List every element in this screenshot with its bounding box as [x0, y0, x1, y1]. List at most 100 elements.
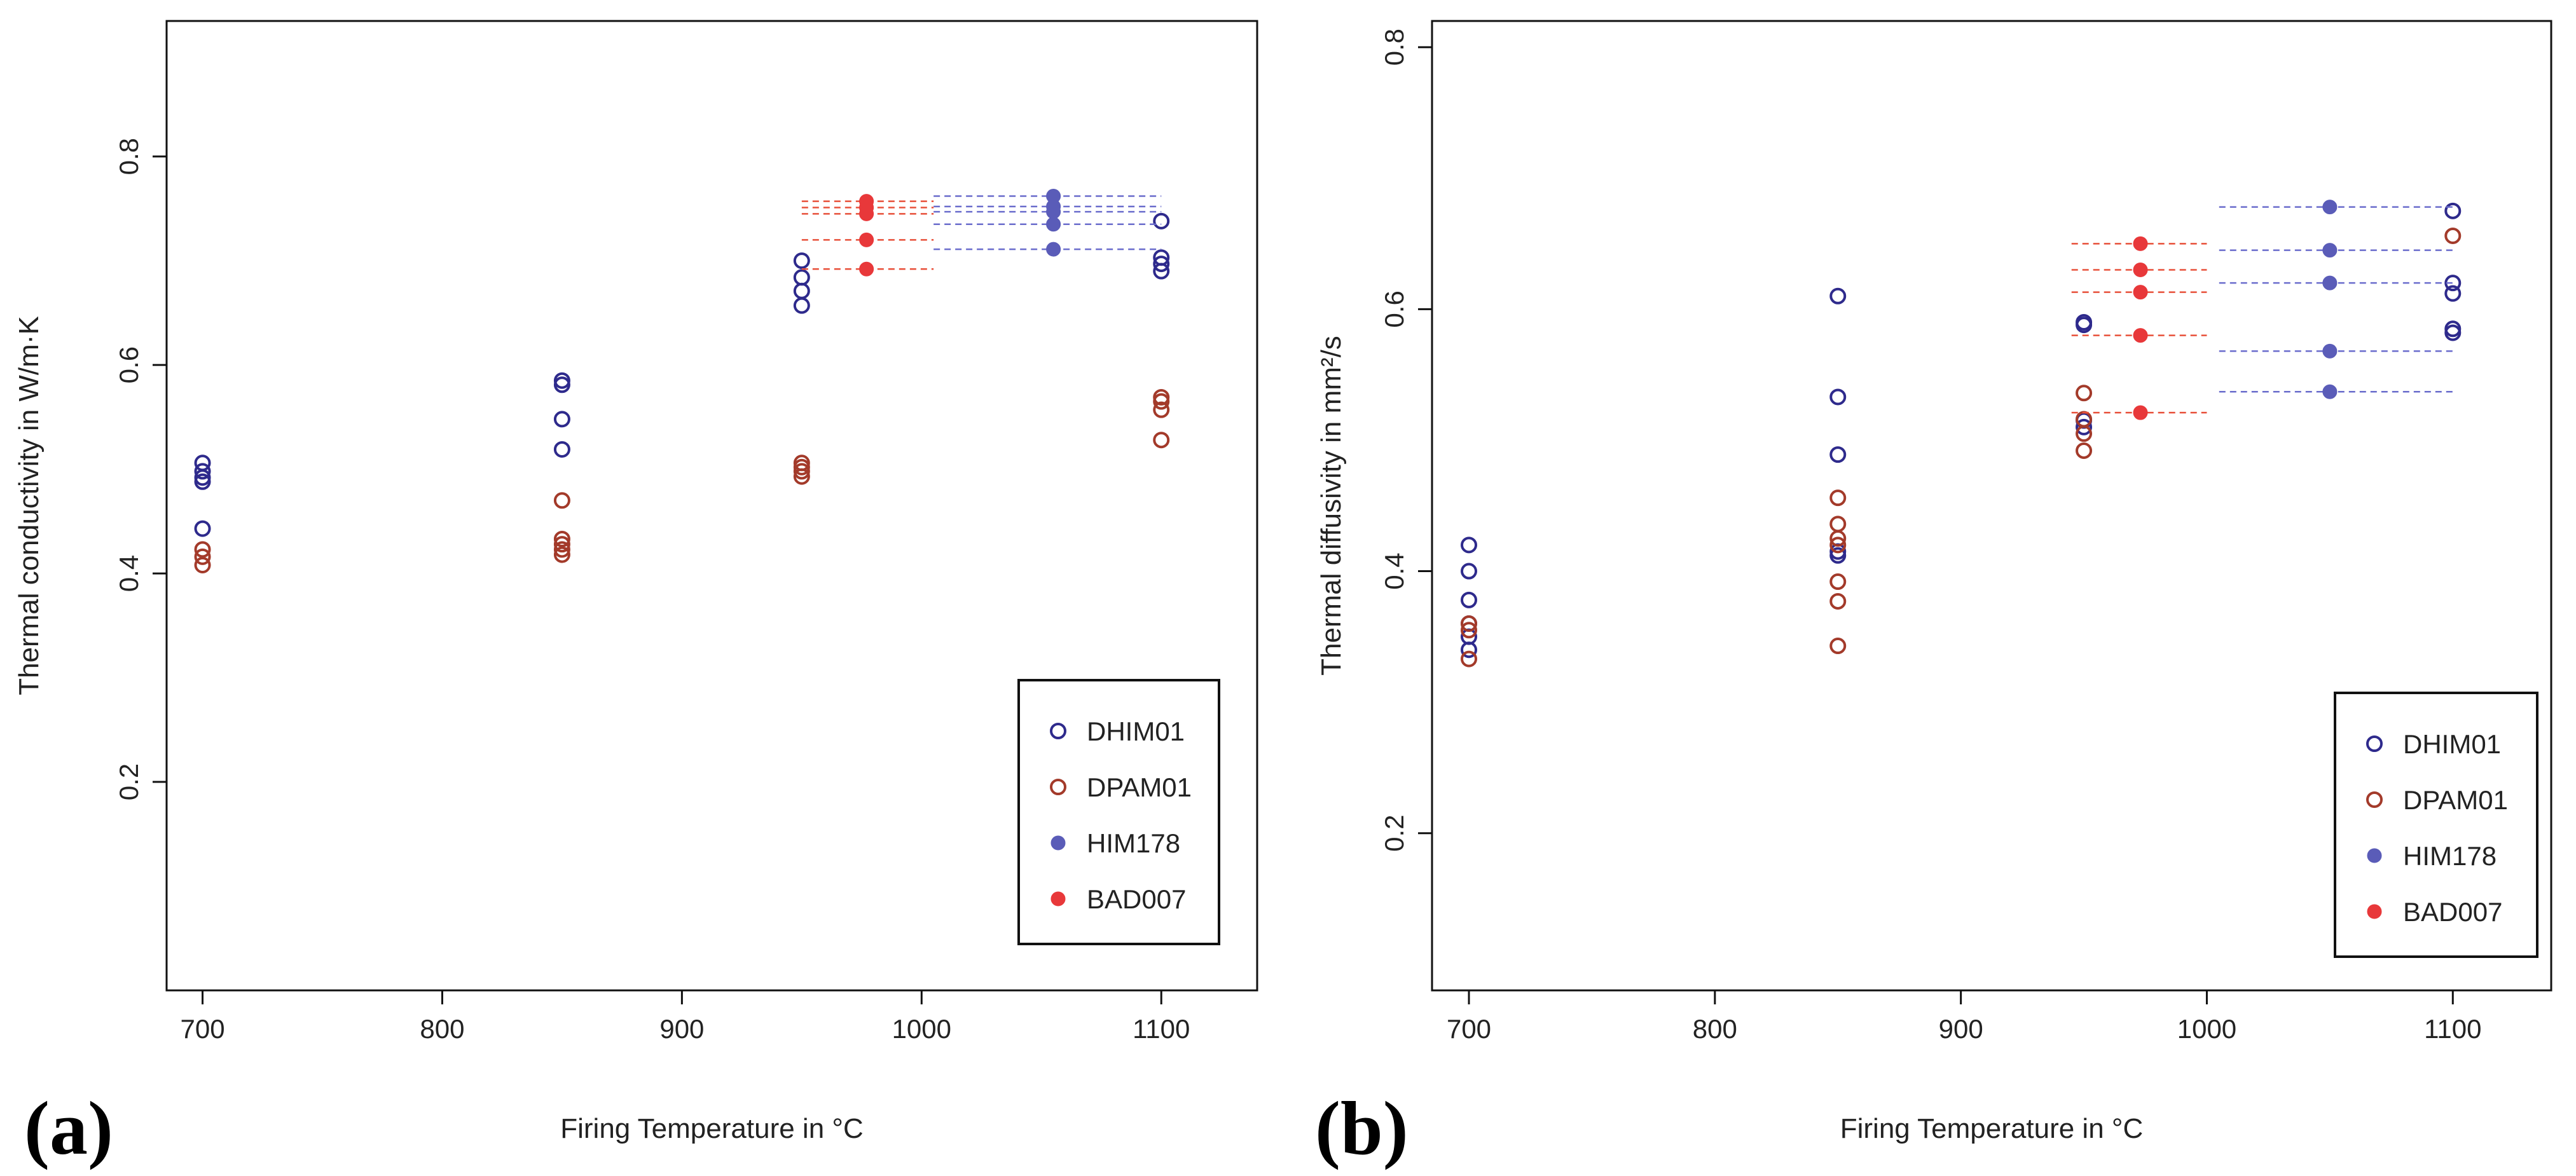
panel-a-legend-label-dhim01: DHIM01: [1087, 716, 1185, 746]
panel-b-dpam01-point: [2076, 442, 2093, 459]
panel-b-label: (b): [1315, 1086, 1409, 1170]
panel-b-dpam01-point: [2444, 227, 2462, 244]
panel-b-bad007-point: [2133, 405, 2148, 420]
panel-b-dhim01-point: [1829, 547, 1847, 564]
panel-b-dhim01-point: [2444, 275, 2462, 292]
panel-b-legend-marker-bad007: [2367, 904, 2382, 919]
panel-a-legend-marker-dhim01: [1050, 723, 1066, 739]
panel-a-dpam01-point: [1153, 393, 1170, 410]
panel-b-dhim01-point: [1829, 287, 1847, 304]
panel-b-x-tick-label: 1100: [2424, 1014, 2481, 1044]
panel-a-dpam01-point: [553, 530, 570, 547]
panel-b-y-tick-label: 0.8: [1379, 29, 1409, 65]
panel-a-plot-frame: [165, 20, 1258, 992]
panel-b-dhim01-point: [1829, 388, 1847, 406]
panel-b-dpam01-point: [1829, 489, 1847, 507]
panel-b-legend-label-dpam01: DPAM01: [2403, 785, 2508, 815]
panel-b-legend-marker-him178: [2367, 848, 2382, 863]
panel-a-dhim01-point: [553, 376, 570, 393]
panel-b-x-tick-label: 700: [1447, 1014, 1491, 1044]
panel-a-dpam01-point: [194, 548, 211, 565]
panel-a-y-axis-label: Thermal conductivity in W/m·K: [13, 316, 45, 695]
panel-a-dpam01-point: [1153, 432, 1170, 449]
panel-b-dpam01-point: [1829, 537, 1847, 554]
panel-a-legend-label-dpam01: DPAM01: [1087, 772, 1192, 802]
panel-a-x-tick-label: 700: [180, 1014, 224, 1044]
panel-a-x-tick-label: 900: [659, 1014, 704, 1044]
panel-a-x-tick-label: 1100: [1133, 1014, 1190, 1044]
panel-a-legend-marker-dpam01: [1050, 779, 1066, 795]
panel-a-legend-label-bad007: BAD007: [1087, 884, 1186, 914]
panel-a-dpam01-point: [194, 541, 211, 558]
panel-b-x-tick-label: 800: [1693, 1014, 1737, 1044]
panel-a-x-axis: 700 800 900 1000 1100: [180, 990, 1190, 1044]
panel-b-x-axis: 700 800 900 1000 1100: [1447, 990, 2481, 1044]
panel-b-thermal-diffusivity: 700 800 900 1000 1100 0.2 0.4 0.6 0.8 Firing Te…: [1315, 20, 2552, 1170]
panel-a-dhim01-point: [793, 297, 810, 314]
panel-a-x-axis-label: Firing Temperature in °C: [560, 1113, 864, 1144]
panel-a-thermal-conductivity: 700 800 900 1000 1100 0.2 0.4 0.6 0.8 Firing Te…: [13, 20, 1258, 1170]
panel-b-y-axis: 0.2 0.4 0.6 0.8: [1379, 29, 1432, 852]
panel-b-dpam01-point: [1461, 622, 1478, 639]
panel-b-dhim01-point: [1829, 446, 1847, 463]
panel-a-x-tick-label: 800: [420, 1014, 464, 1044]
panel-b-dhim01-point: [2444, 285, 2462, 302]
panel-b-x-tick-label: 900: [1939, 1014, 1983, 1044]
panel-b-dhim01-point: [1461, 641, 1478, 659]
panel-b-y-tick-label: 0.2: [1379, 815, 1409, 852]
panel-b-x-tick-label: 1000: [2177, 1014, 2236, 1044]
panel-a-y-tick-label: 0.8: [114, 138, 144, 175]
panel-b-dpam01-point: [1461, 615, 1478, 632]
panel-a-legend: DHIM01 DPAM01 HIM178 BAD007: [1017, 679, 1220, 945]
panel-a-dhim01-point: [553, 411, 570, 428]
panel-b-dpam01-point: [1829, 573, 1847, 591]
panel-b-x-axis-label: Firing Temperature in °C: [1840, 1113, 2144, 1144]
panel-a-dhim01-point: [1153, 212, 1170, 229]
panel-b-him178-point: [2322, 243, 2338, 258]
panel-b-him178-point: [2322, 275, 2338, 291]
panel-b-dhim01-point: [1461, 537, 1478, 554]
panel-a-dpam01-point: [553, 492, 570, 509]
panel-b-marks: [1461, 200, 2462, 667]
panel-b-dhim01-point: [2444, 324, 2462, 341]
panel-a-dpam01-point: [1153, 401, 1170, 418]
panel-b-plot-frame: [1431, 20, 2552, 992]
panel-b-dpam01-point: [1829, 638, 1847, 655]
panel-a-bad007-point: [859, 261, 874, 277]
panel-b-bad007-point: [2133, 263, 2148, 278]
panel-b-legend-box: [2334, 692, 2538, 958]
panel-a-dhim01-point: [553, 441, 570, 458]
panel-a-legend-label-him178: HIM178: [1087, 828, 1180, 858]
panel-a-dpam01-point: [553, 536, 570, 553]
panel-a-dpam01-point: [553, 546, 570, 563]
panel-b-legend-label-dhim01: DHIM01: [2403, 729, 2501, 759]
panel-b-dpam01-point: [1829, 530, 1847, 547]
panel-a-legend-box: [1017, 679, 1220, 945]
panel-a-dpam01-point: [793, 463, 810, 480]
panel-a-legend-marker-him178: [1050, 835, 1066, 851]
panel-b-legend-label-him178: HIM178: [2403, 841, 2497, 871]
panel-b-legend: DHIM01 DPAM01 HIM178 BAD007: [2334, 692, 2538, 958]
panel-b-dhim01-point: [2076, 317, 2093, 334]
panel-a-dhim01-point: [194, 463, 211, 480]
panel-b-dhim01-point: [1461, 563, 1478, 580]
panel-b-dpam01-point: [2076, 385, 2093, 402]
panel-a-x-tick-label: 1000: [892, 1014, 951, 1044]
panel-b-dpam01-point: [1829, 592, 1847, 610]
panel-b-bad007-point: [2133, 236, 2148, 251]
panel-b-bad007-point: [2133, 328, 2148, 343]
panel-b-dhim01-point: [2076, 418, 2093, 435]
panel-a-dhim01-point: [1153, 256, 1170, 273]
panel-b-legend-marker-dpam01: [2366, 791, 2383, 808]
panel-a-y-axis: 0.2 0.4 0.6 0.8: [114, 138, 167, 800]
panel-a-him178-point: [1046, 204, 1061, 219]
panel-a-bad007-point: [859, 232, 874, 247]
panel-a-dhim01-point: [793, 252, 810, 270]
panel-b-y-axis-label: Thermal diffusivity in mm²/s: [1316, 336, 1347, 676]
panel-a-marks: [194, 188, 1170, 573]
panel-a-dpam01-point: [553, 541, 570, 558]
panel-a-dhim01-point: [194, 520, 211, 537]
panel-a-dpam01-point: [793, 468, 810, 485]
panel-a-dhim01-point: [194, 473, 211, 490]
